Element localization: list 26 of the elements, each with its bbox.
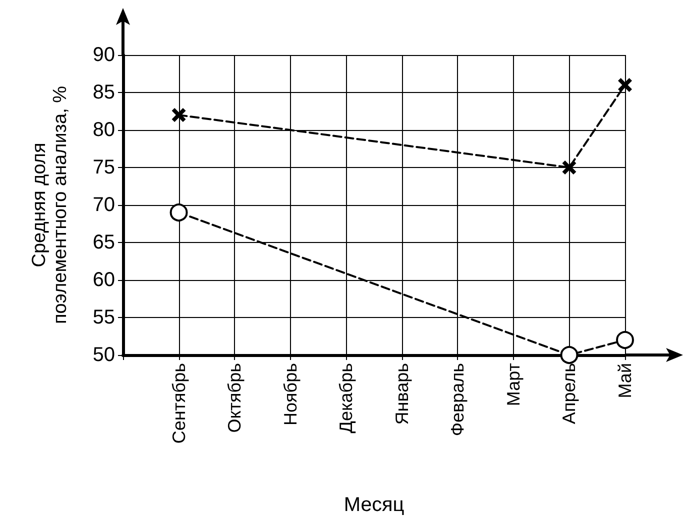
- x-tick-label: Январь: [392, 363, 412, 425]
- point: [616, 331, 634, 349]
- y-tick-label: 50: [92, 344, 115, 366]
- x-tick-label: Ноябрь: [280, 363, 300, 426]
- y-tick-label: 60: [92, 269, 115, 291]
- y-tick-label: 80: [92, 119, 115, 141]
- point: [562, 160, 576, 174]
- y-tick-label: 55: [92, 306, 115, 328]
- y-tick-label: 65: [92, 232, 115, 254]
- x-tick-label: Апрель: [559, 363, 580, 424]
- point: [618, 78, 632, 92]
- y-tick-label: 90: [92, 44, 115, 66]
- x-tick-label: Октябрь: [224, 363, 245, 433]
- point: [560, 346, 578, 364]
- x-tick-label: Март: [503, 363, 524, 406]
- x-tick-label: Май: [615, 363, 635, 398]
- x-tick-label: Сентябрь: [168, 363, 189, 444]
- y-tick-label: 85: [92, 82, 115, 104]
- x-tick-label: Декабрь: [336, 363, 356, 434]
- x-tick-label: Февраль: [448, 363, 468, 436]
- y-axis-title: Средняя доля поэлементного анализа, %: [29, 86, 71, 324]
- point: [172, 108, 186, 122]
- y-tick-label: 70: [92, 194, 115, 216]
- point: [170, 204, 188, 222]
- y-tick-label: 75: [92, 156, 115, 178]
- x-axis-title: Месяц: [344, 494, 404, 516]
